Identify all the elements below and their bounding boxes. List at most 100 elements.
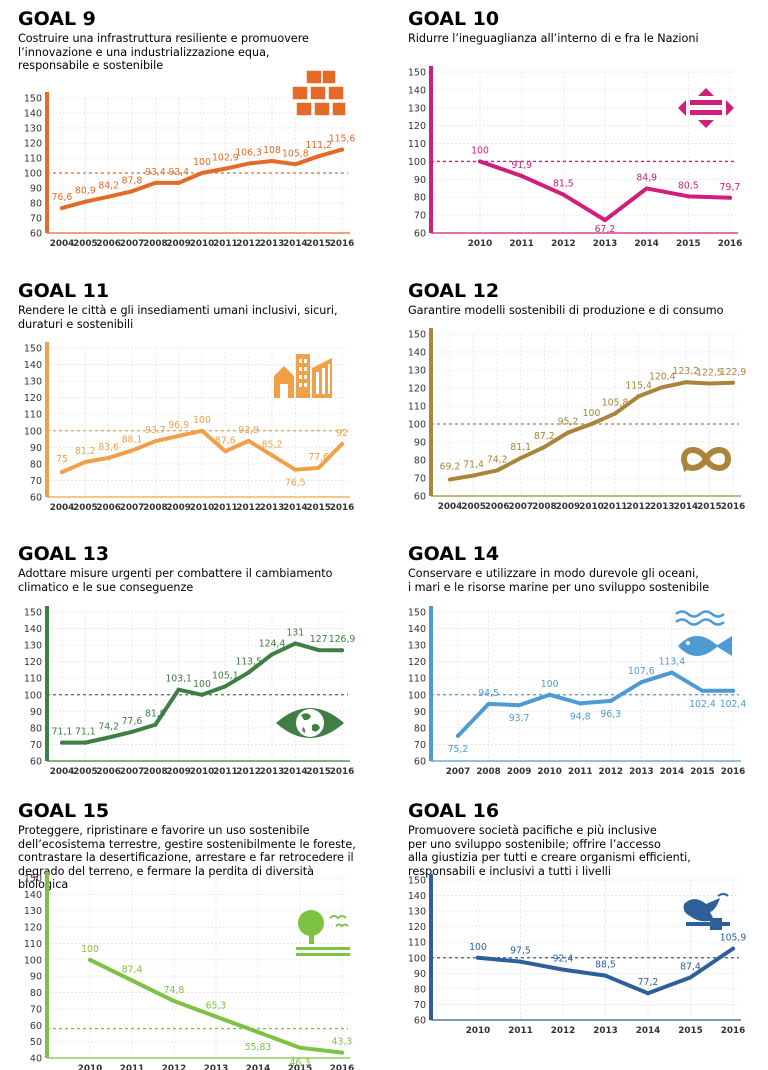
data-point	[60, 740, 64, 745]
data-label: 43,3	[332, 1037, 353, 1048]
data-point	[60, 206, 64, 211]
data-label: 88,1	[122, 434, 143, 445]
data-label: 93,4	[145, 167, 166, 178]
x-tick-label: 2013	[593, 239, 617, 249]
data-label: 81,2	[75, 446, 96, 457]
x-tick-label: 2012	[236, 767, 260, 777]
data-label: 122,9	[720, 367, 747, 378]
data-point	[214, 1014, 218, 1019]
data-point	[476, 955, 480, 960]
y-tick-label: 110	[408, 402, 426, 413]
x-tick-label: 2010	[537, 767, 561, 777]
data-point	[200, 428, 204, 433]
x-tick-label: 2012	[551, 1026, 575, 1036]
data-label: 115,4	[625, 380, 652, 391]
data-point	[340, 442, 344, 447]
x-tick-label: 2015	[697, 502, 721, 512]
data-point	[270, 159, 274, 163]
data-point	[316, 154, 321, 159]
data-point	[223, 449, 228, 454]
y-tick-label: 150	[24, 94, 42, 105]
x-tick-label: 2012	[236, 239, 260, 249]
data-point	[153, 722, 158, 727]
goal-chart-5: 6070809010011012013014015020042005200620…	[24, 606, 355, 777]
x-tick-label: 2008	[476, 767, 500, 777]
data-label: 74,2	[98, 721, 119, 732]
data-label: 46,3	[290, 1058, 311, 1069]
y-tick-label: 150	[24, 608, 42, 619]
goal-title: GOAL 13	[18, 543, 110, 565]
goal-13-panel: GOAL 13 Adottare misure urgenti per comb…	[18, 543, 358, 594]
x-tick-label: 2009	[507, 767, 531, 777]
data-label: 93,7	[145, 425, 166, 436]
data-label: 81,1	[510, 442, 531, 453]
goal-description: Rendere le città e gli insediamenti uman…	[18, 304, 338, 331]
data-label: 79,7	[720, 182, 741, 193]
y-tick-label: 90	[414, 438, 426, 449]
y-tick-label: 60	[414, 492, 426, 503]
goal-14-panel: GOAL 14 Conservare e utilizzare in modo …	[408, 543, 748, 594]
x-tick-label: 2013	[204, 1064, 228, 1070]
data-point	[200, 171, 204, 175]
data-point	[686, 194, 691, 199]
x-tick-label: 2014	[660, 767, 684, 777]
x-tick-label: 2005	[73, 503, 97, 513]
data-label: 87,4	[680, 961, 701, 972]
y-tick-label: 70	[414, 211, 426, 222]
data-point	[728, 195, 732, 200]
y-tick-label: 60	[414, 757, 426, 768]
data-point	[644, 186, 649, 191]
x-tick-label: 2004	[50, 239, 74, 249]
y-tick-label: 60	[414, 229, 426, 240]
x-tick-label: 2007	[446, 767, 470, 777]
x-tick-label: 2013	[260, 767, 284, 777]
y-tick-label: 90	[30, 707, 42, 718]
data-label: 100	[193, 157, 211, 168]
goal-title: GOAL 16	[408, 800, 500, 822]
y-tick-label: 80	[414, 984, 426, 995]
x-tick-label: 2009	[556, 502, 580, 512]
data-point	[518, 456, 523, 461]
goal-10-panel: GOAL 10 Ridurre l’ineguaglianza all’inte…	[408, 8, 748, 46]
data-label: 100	[583, 408, 601, 419]
x-tick-label: 2013	[260, 503, 284, 513]
data-label: 85,2	[262, 439, 283, 450]
goal-description: Conservare e utilizzare in modo durevole…	[408, 567, 710, 594]
x-tick-label: 2013	[593, 1026, 617, 1036]
x-tick-label: 2005	[73, 239, 97, 249]
y-tick-label: 60	[30, 229, 42, 240]
y-tick-label: 90	[414, 175, 426, 186]
data-label: 100	[193, 415, 211, 426]
dove-gavel-icon	[683, 893, 730, 930]
data-point	[669, 670, 674, 675]
goal-title: GOAL 11	[18, 280, 110, 302]
y-tick-label: 80	[30, 199, 42, 210]
x-tick-label: 2014	[674, 502, 698, 512]
data-label: 127	[310, 634, 328, 645]
goal-11-panel: GOAL 11 Rendere le città e gli insediame…	[18, 280, 358, 331]
data-point	[589, 422, 594, 426]
y-tick-label: 90	[30, 972, 42, 983]
x-tick-label: 2015	[676, 239, 700, 249]
y-tick-label: 60	[30, 493, 42, 504]
y-tick-label: 120	[408, 922, 426, 933]
y-tick-label: 40	[30, 1054, 42, 1065]
y-tick-label: 120	[408, 384, 426, 395]
data-label: 94,8	[570, 711, 591, 722]
goal-description: Adottare misure urgenti per combattere i…	[18, 567, 333, 594]
data-label: 95,2	[558, 417, 579, 428]
y-tick-label: 70	[414, 474, 426, 485]
y-tick-label: 70	[414, 1000, 426, 1011]
data-label: 106,3	[235, 148, 262, 159]
y-tick-label: 70	[414, 740, 426, 751]
x-tick-label: 2011	[213, 239, 237, 249]
x-tick-label: 2010	[468, 239, 492, 249]
data-label: 87,2	[534, 431, 555, 442]
data-label: 76,5	[285, 478, 306, 489]
data-point	[223, 166, 228, 171]
data-point	[106, 194, 111, 199]
y-tick-label: 100	[24, 426, 42, 437]
data-label: 100	[81, 944, 99, 955]
x-tick-label: 2012	[599, 767, 623, 777]
x-tick-label: 2011	[568, 767, 592, 777]
